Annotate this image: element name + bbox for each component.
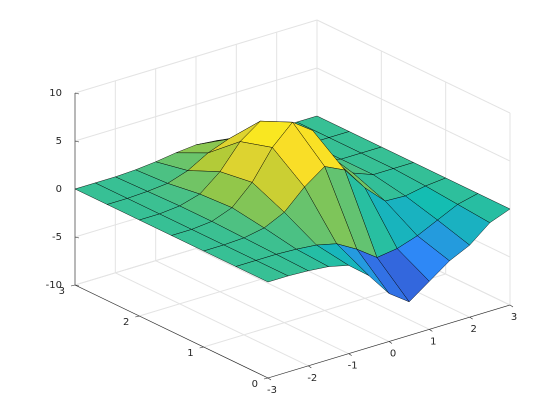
tick-mark: [348, 353, 352, 356]
y-tick-label: 2: [123, 317, 129, 328]
tick-mark: [267, 377, 272, 381]
tick-mark: [199, 346, 204, 349]
tick-mark: [74, 92, 80, 95]
grid-line: [115, 272, 309, 367]
y-tick-label: 1: [187, 348, 193, 359]
tick-mark: [263, 377, 269, 380]
y-tick-label: 3: [59, 286, 65, 297]
tick-mark: [388, 341, 393, 344]
z-tick-label: 0: [56, 184, 62, 195]
tick-mark: [74, 284, 80, 287]
x-tick-label: 2: [470, 324, 476, 335]
tick-mark: [429, 329, 433, 332]
tick-mark: [74, 140, 80, 143]
grid-line: [74, 67, 318, 142]
surface-patch: [235, 260, 289, 283]
grid-line: [74, 19, 318, 94]
x-tick-label: 3: [511, 312, 517, 323]
tick-mark: [70, 284, 76, 287]
grid-line: [316, 67, 511, 162]
x-tick-label: -2: [307, 373, 317, 384]
grid-line: [155, 260, 349, 355]
z-tick-label: -10: [46, 280, 62, 291]
tick-mark: [469, 316, 473, 320]
z-tick-label: 10: [49, 88, 62, 99]
tick-mark: [74, 236, 80, 239]
axis-line: [74, 284, 269, 379]
tick-mark: [135, 315, 140, 318]
y-tick-label: 0: [252, 379, 258, 390]
grid-line: [316, 19, 511, 114]
x-tick-label: -3: [267, 385, 277, 396]
x-tick-label: -1: [348, 361, 358, 372]
tick-mark: [308, 365, 312, 369]
z-tick-label: -5: [52, 232, 62, 243]
tick-mark: [509, 304, 514, 308]
x-tick-label: 0: [390, 349, 396, 360]
grid-line: [195, 248, 390, 342]
z-tick-label: 5: [56, 136, 62, 147]
x-tick-label: 1: [430, 336, 436, 347]
